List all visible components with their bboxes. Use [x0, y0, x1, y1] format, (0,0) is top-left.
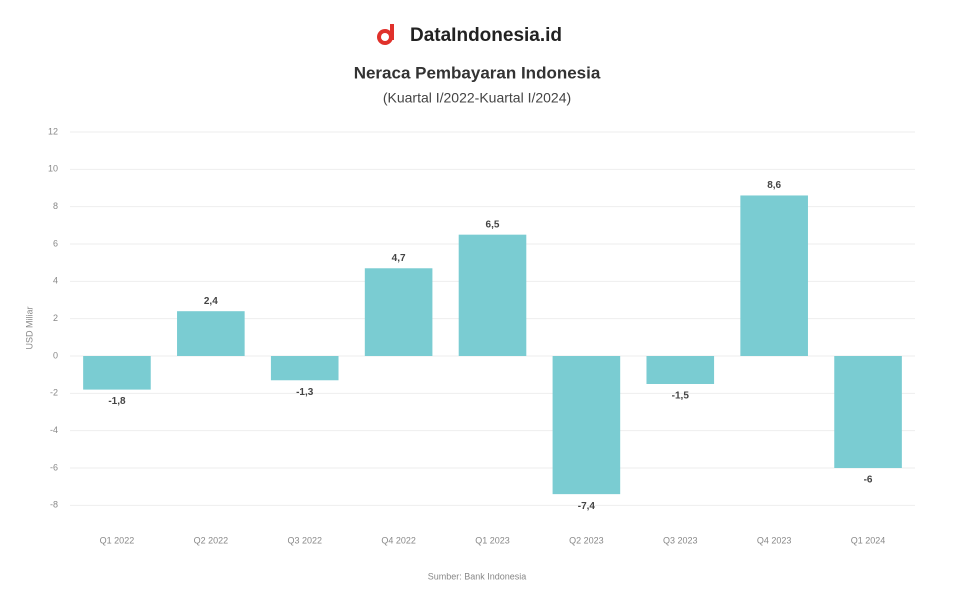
value-label: 6,5 — [486, 219, 500, 230]
chart-subtitle: (Kuartal I/2022-Kuartal I/2024) — [383, 90, 571, 106]
y-tick-label: 10 — [48, 164, 58, 174]
x-tick-label: Q1 2022 — [100, 535, 135, 545]
x-tick-label: Q2 2023 — [569, 535, 604, 545]
value-label: 2,4 — [204, 296, 218, 307]
y-tick-label: 12 — [48, 126, 58, 136]
x-tick-label: Q3 2022 — [287, 535, 322, 545]
bar — [458, 234, 527, 356]
x-tick-label: Q3 2023 — [663, 535, 698, 545]
bar — [364, 268, 433, 356]
y-tick-label: -8 — [50, 500, 58, 510]
y-tick-label: 0 — [53, 350, 58, 360]
source: Sumber: Bank Indonesia — [428, 571, 527, 581]
bar — [270, 356, 339, 381]
y-tick-label: 4 — [53, 276, 58, 286]
bar — [646, 356, 715, 384]
value-label: -1,8 — [108, 396, 126, 407]
value-label: -6 — [864, 475, 873, 486]
x-tick-label: Q4 2023 — [757, 535, 792, 545]
bar — [83, 356, 151, 390]
value-label: 8,6 — [767, 180, 781, 191]
y-tick-label: -6 — [50, 462, 58, 472]
y-tick-label: 6 — [53, 238, 58, 248]
y-tick-label: 2 — [53, 313, 58, 323]
bar — [177, 311, 245, 356]
bar — [834, 356, 902, 468]
logo — [377, 24, 394, 45]
x-tick-label: Q4 2022 — [381, 535, 416, 545]
bar — [552, 356, 621, 495]
x-tick-label: Q1 2023 — [475, 535, 510, 545]
value-label: -7,4 — [578, 501, 596, 512]
y-tick-label: -2 — [50, 388, 58, 398]
bar — [740, 195, 808, 356]
value-label: -1,5 — [672, 391, 690, 402]
chart-title: Neraca Pembayaran Indonesia — [354, 63, 601, 82]
value-label: 4,7 — [392, 253, 406, 264]
brand: DataIndonesia.id — [410, 25, 562, 46]
y-tick-label: -4 — [50, 425, 58, 435]
y-axis-label: USD Miliar — [24, 306, 34, 349]
x-tick-label: Q1 2024 — [851, 535, 886, 545]
value-label: -1,3 — [296, 387, 314, 398]
y-tick-label: 8 — [53, 201, 58, 211]
x-tick-label: Q2 2022 — [194, 535, 229, 545]
